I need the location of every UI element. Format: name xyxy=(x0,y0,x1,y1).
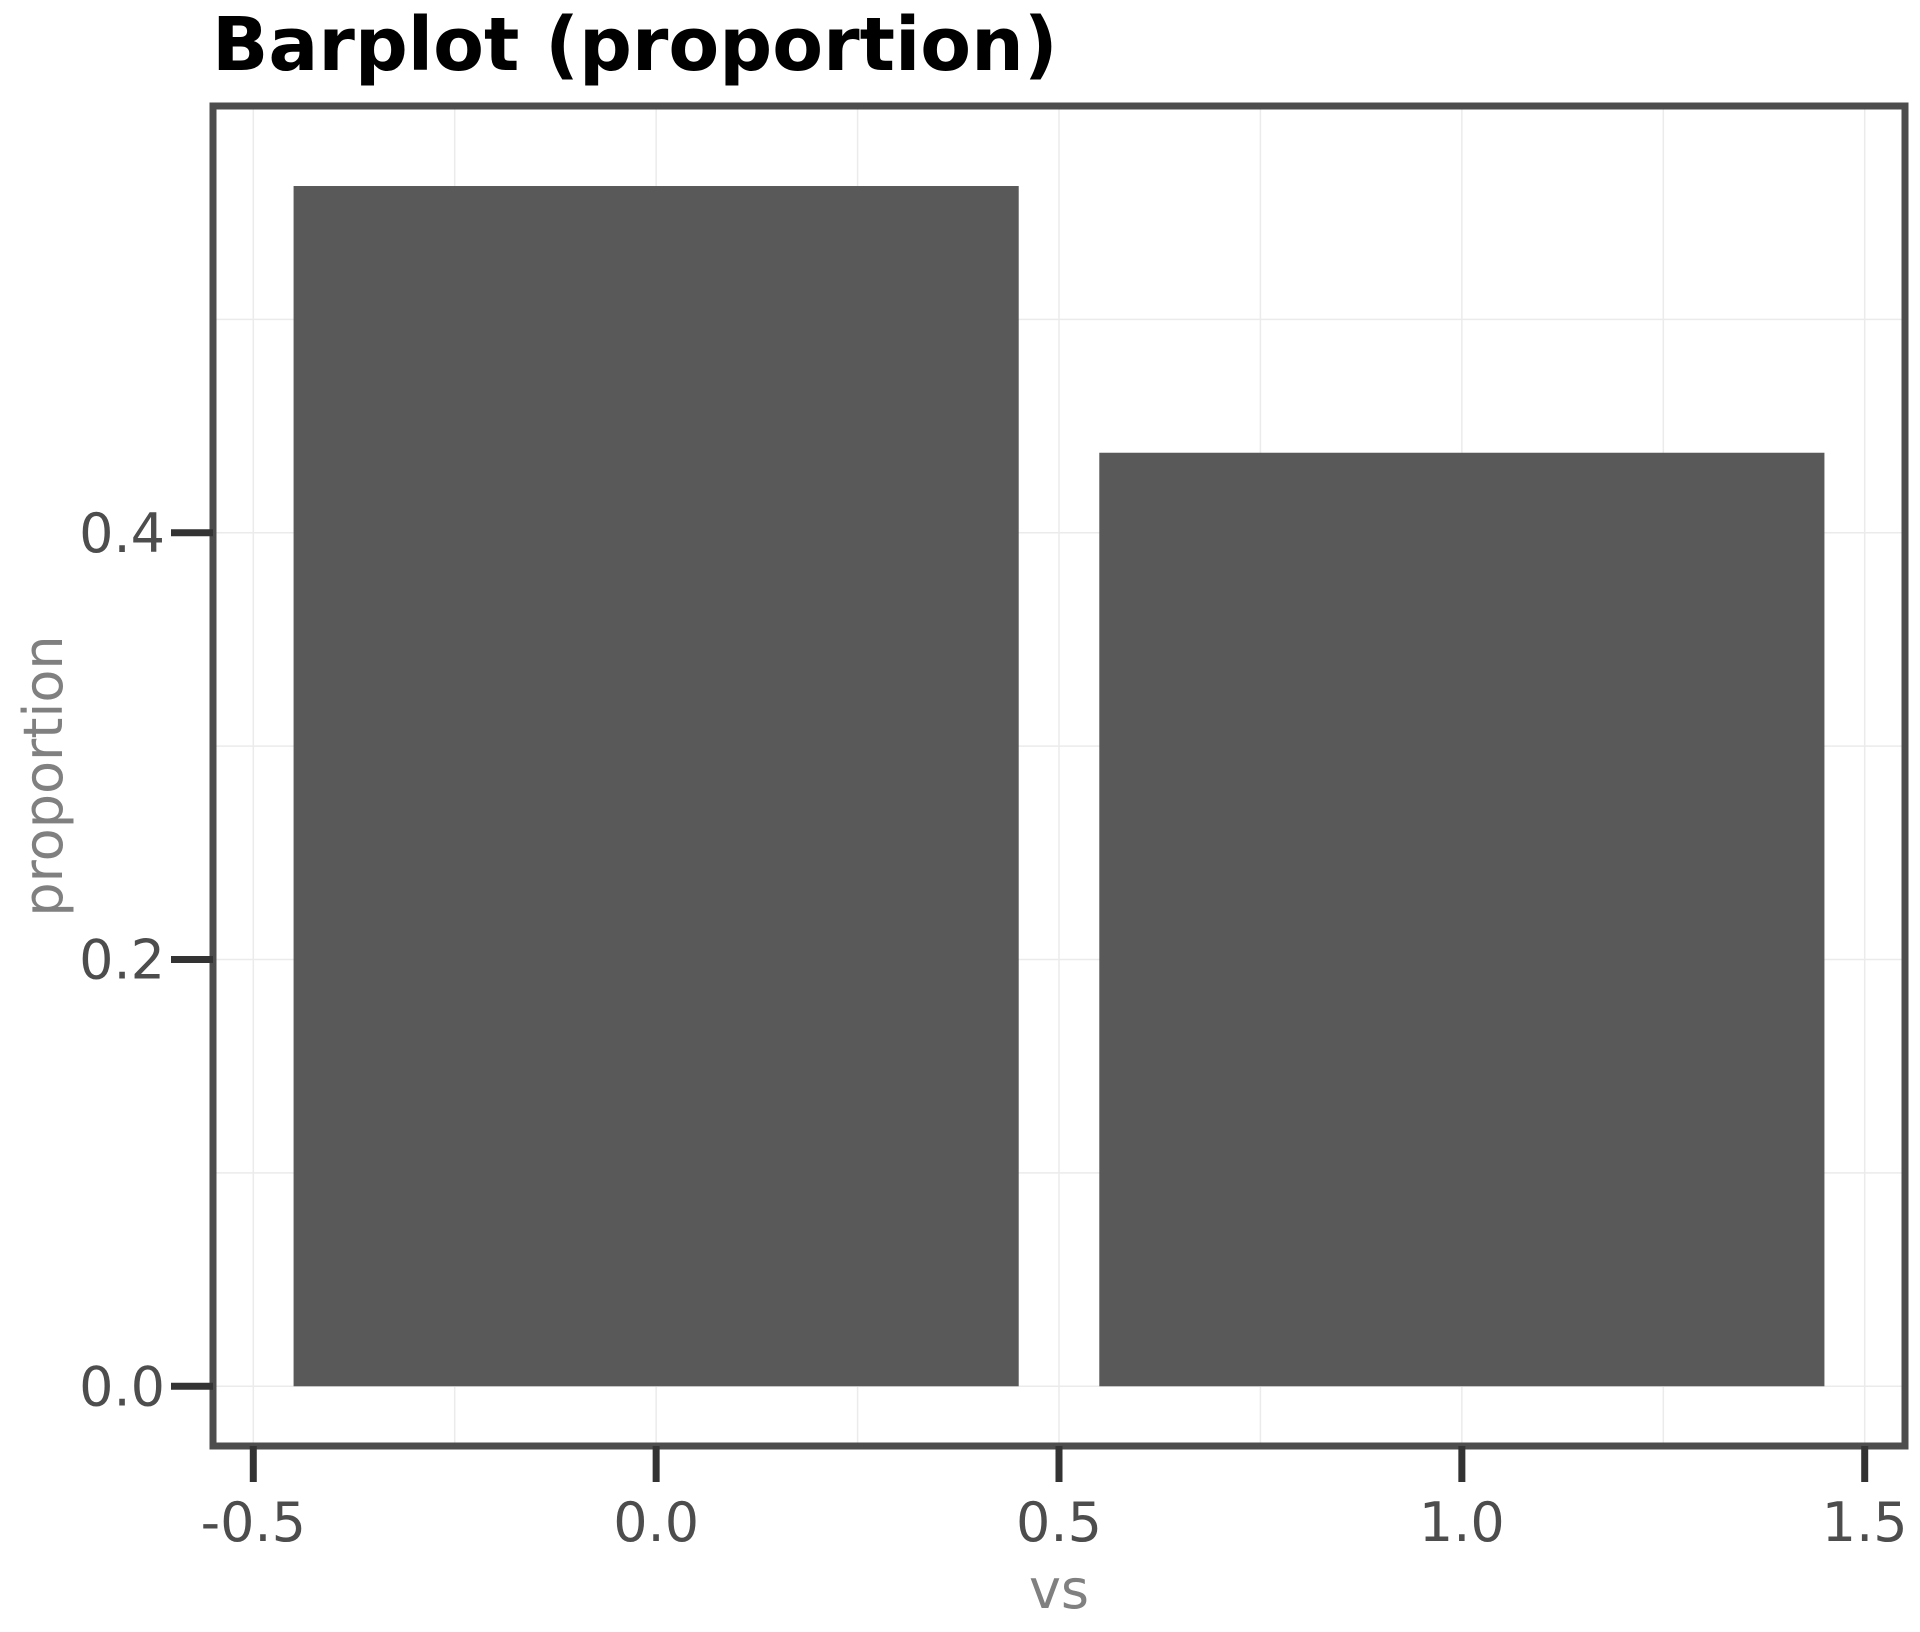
bar xyxy=(293,186,1019,1387)
y-tick-label: 0.0 xyxy=(79,1355,165,1418)
x-axis-title: vs xyxy=(1029,1558,1089,1621)
y-tick-label: 0.4 xyxy=(79,502,165,565)
x-tick-label: 0.5 xyxy=(1016,1491,1102,1554)
x-tick-label: 0.0 xyxy=(613,1491,699,1554)
x-tick-label: -0.5 xyxy=(201,1491,306,1554)
x-tick-label: 1.0 xyxy=(1419,1491,1505,1554)
y-tick-label: 0.2 xyxy=(79,929,165,992)
chart-title: Barplot (proportion) xyxy=(212,2,1058,88)
y-axis: 0.0 0.2 0.4 xyxy=(79,502,213,1418)
bar xyxy=(1099,452,1825,1387)
x-tick-label: 1.5 xyxy=(1822,1491,1908,1554)
y-axis-title: proportion xyxy=(12,635,75,916)
x-axis: -0.5 0.0 0.5 1.0 1.5 xyxy=(201,1446,1908,1554)
bars xyxy=(293,186,1825,1387)
